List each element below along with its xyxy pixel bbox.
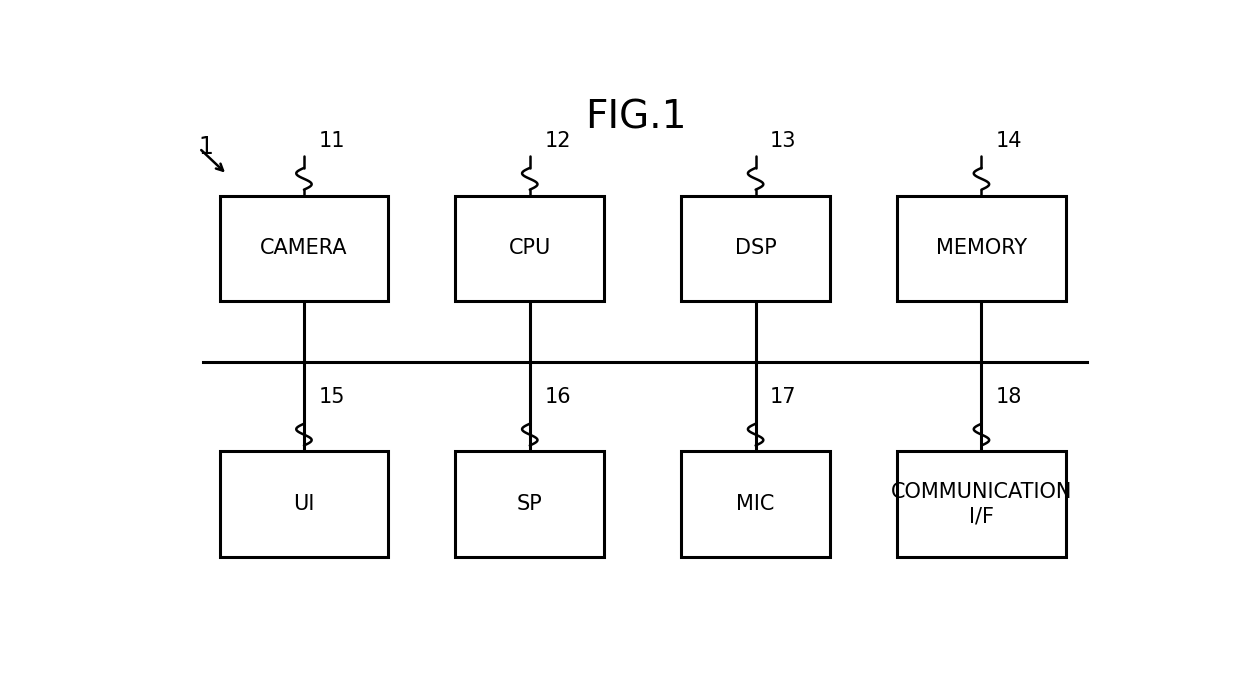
Text: UI: UI xyxy=(294,494,315,514)
Text: 16: 16 xyxy=(544,386,570,407)
Text: MEMORY: MEMORY xyxy=(936,238,1027,258)
Text: 17: 17 xyxy=(770,386,796,407)
Bar xyxy=(455,196,604,301)
Text: 14: 14 xyxy=(996,131,1022,151)
Text: 12: 12 xyxy=(544,131,570,151)
Bar xyxy=(681,196,830,301)
Text: CAMERA: CAMERA xyxy=(260,238,347,258)
Text: 1: 1 xyxy=(198,135,213,159)
Text: 15: 15 xyxy=(319,386,345,407)
Bar xyxy=(219,196,388,301)
Text: 13: 13 xyxy=(770,131,796,151)
Bar xyxy=(898,451,1065,557)
Text: 11: 11 xyxy=(319,131,345,151)
Bar xyxy=(219,451,388,557)
Bar xyxy=(681,451,830,557)
Text: CPU: CPU xyxy=(508,238,551,258)
Text: COMMUNICATION
I/F: COMMUNICATION I/F xyxy=(890,482,1073,527)
Bar xyxy=(898,196,1065,301)
Text: 18: 18 xyxy=(996,386,1022,407)
Text: FIG.1: FIG.1 xyxy=(585,98,686,136)
Bar xyxy=(455,451,604,557)
Text: SP: SP xyxy=(517,494,543,514)
Text: DSP: DSP xyxy=(735,238,776,258)
Text: MIC: MIC xyxy=(737,494,775,514)
